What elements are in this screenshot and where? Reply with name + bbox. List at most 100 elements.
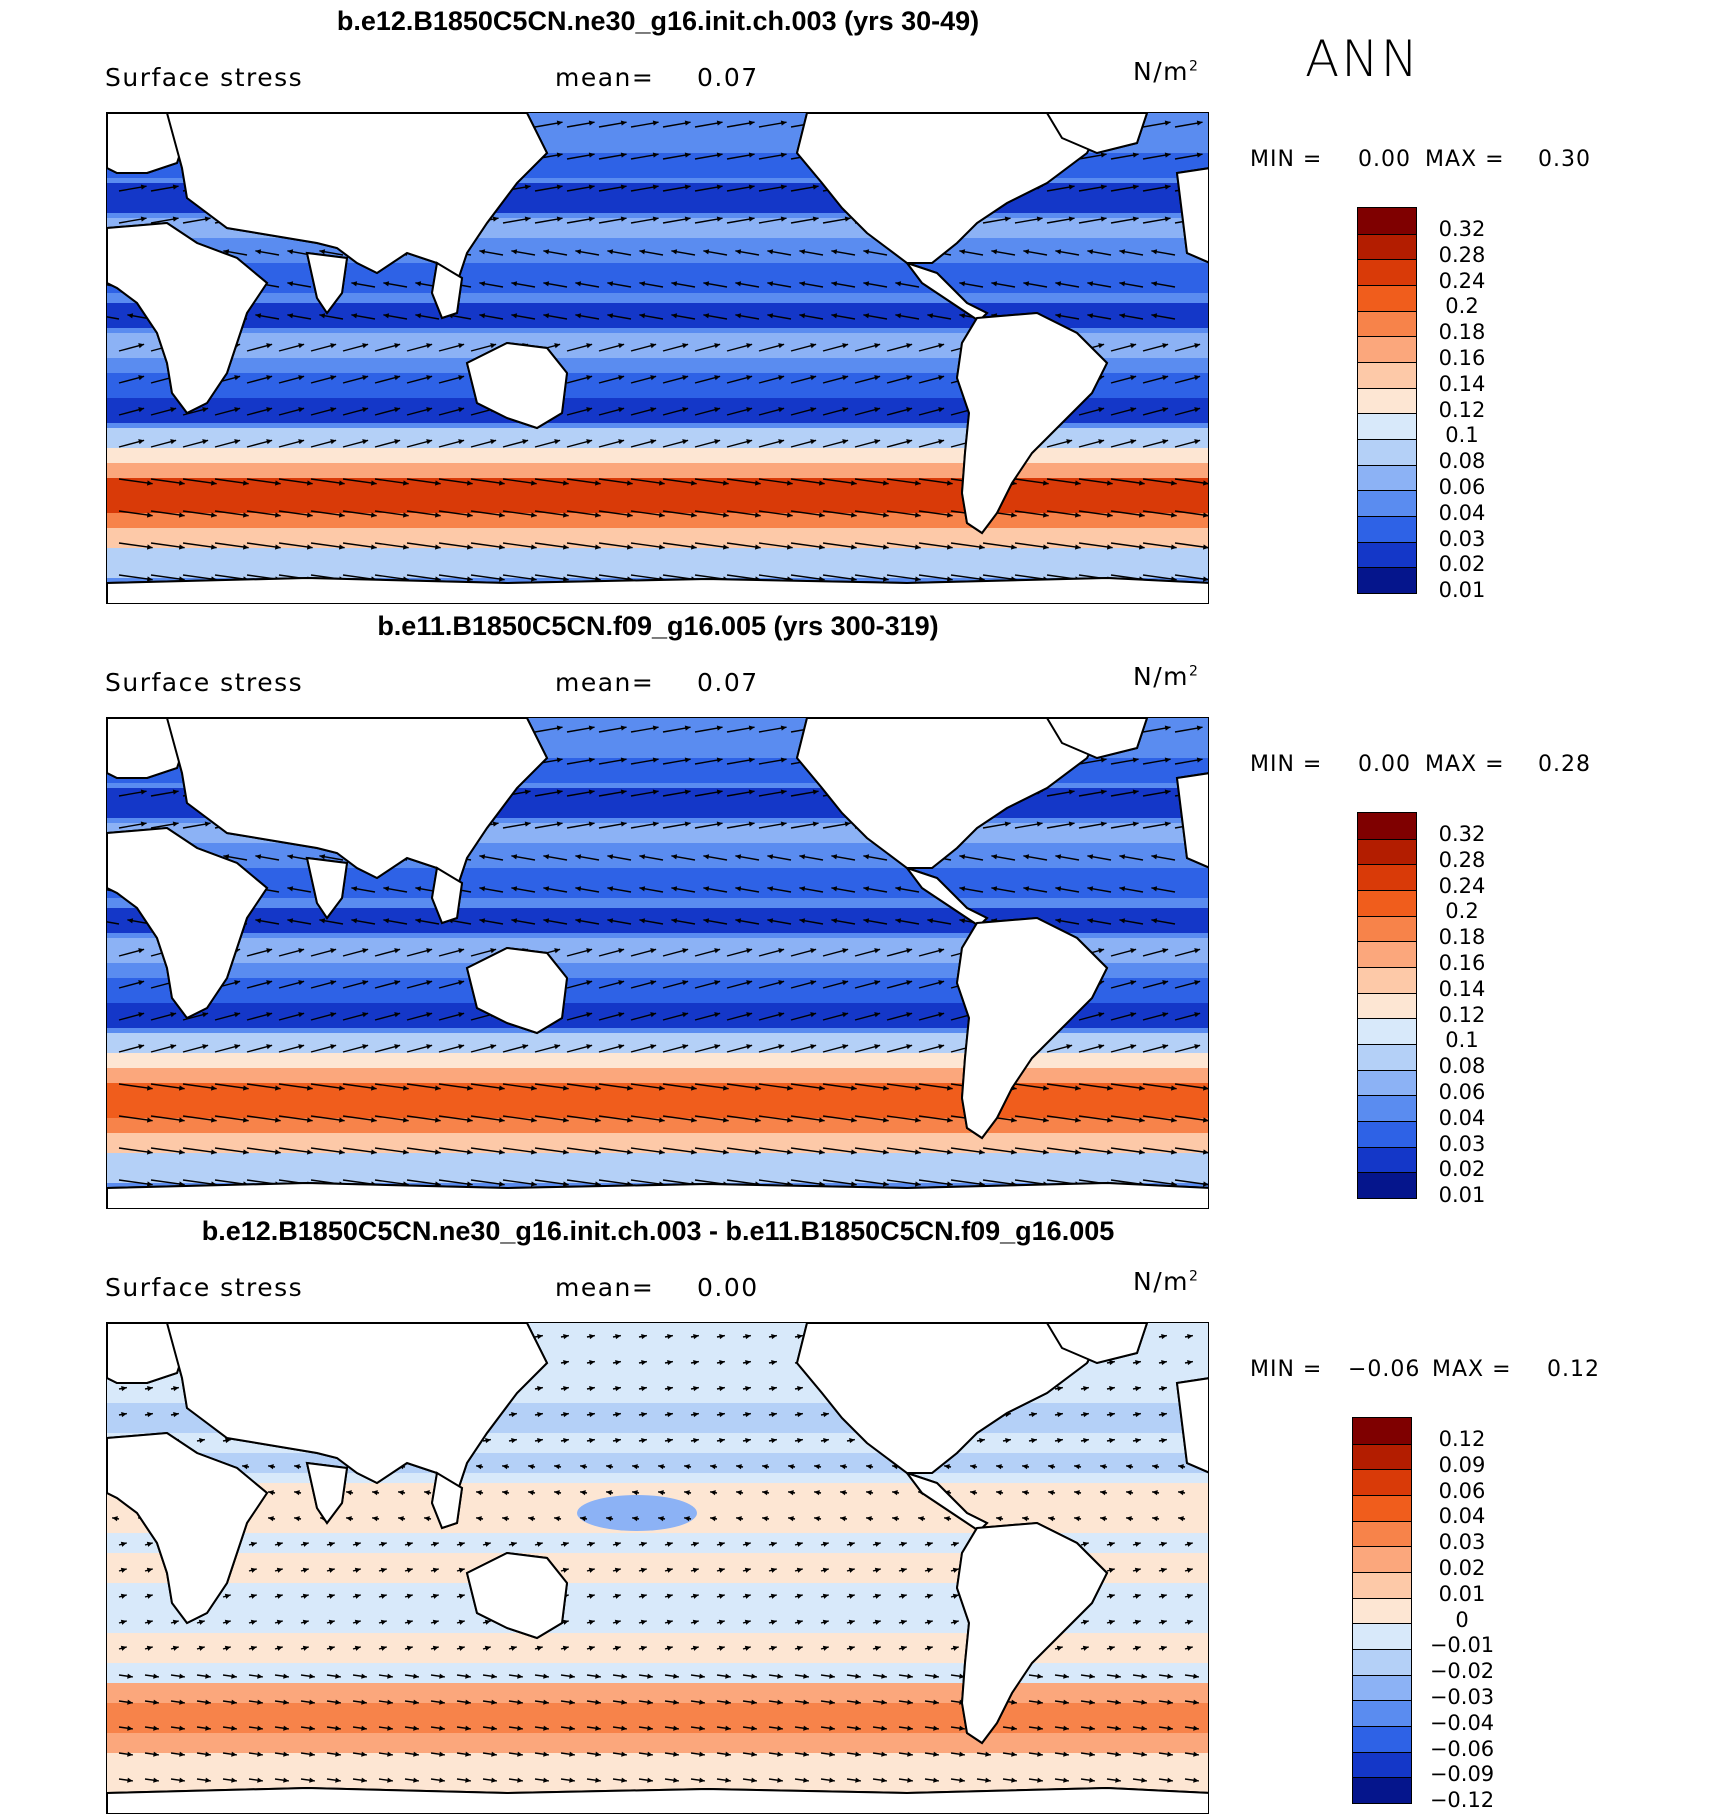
wind-arrow-head [748,789,755,795]
wind-arrow-head [424,1516,430,1522]
continent-outline [430,1471,464,1530]
continent-outline [165,1323,549,1495]
panel-2-mean-label: mean= [555,668,655,697]
wind-arrow [758,1115,793,1122]
wind-arrow-head [1141,1699,1147,1705]
wind-arrow-head [803,1777,809,1783]
wind-arrow-head [607,313,614,319]
wind-arrow-head [536,1541,543,1547]
wind-arrow [118,1179,153,1186]
wind-arrow [566,542,601,549]
wind-arrow-head [588,184,595,190]
wind-arrow-head [818,1149,825,1155]
wind-arrow-head [874,1619,881,1625]
wind-arrow-head [710,1464,716,1470]
wind-arrow-head [614,1567,621,1573]
wind-arrow-head [799,918,806,924]
panel-2-units: N/m2 [1133,662,1200,691]
wind-arrow-head [692,1567,699,1573]
wind-arrow-head [900,1567,907,1573]
wind-arrow-head [796,1541,803,1547]
wind-arrow [662,1147,697,1154]
colorbar-tick-label: 0.01 [1438,1183,1486,1208]
wind-arrow-head [153,1725,159,1731]
wind-arrow-head [330,1044,337,1050]
wind-arrow-head [127,1777,133,1783]
wind-arrow-head [606,1516,612,1522]
wind-arrow-head [294,1490,300,1496]
wind-arrow-head [1004,216,1011,222]
wind-arrow-head [1164,152,1171,158]
wind-arrow-head [641,1437,647,1444]
wind-arrow-head [692,1619,699,1625]
wind-arrow-head [510,1541,517,1547]
wind-arrow-head [650,1012,657,1018]
panel-2-map [106,717,1209,1209]
wind-arrow-head [543,1699,549,1705]
wind-arrow-head [1196,152,1203,158]
wind-arrow-head [1202,1117,1208,1123]
wind-arrow [246,510,281,517]
colorbar-segment [1358,310,1416,337]
wind-arrow [918,1083,953,1090]
wind-arrow-head [621,1725,627,1731]
wind-arrow-head [1170,1149,1177,1155]
wind-arrow-head [985,1777,991,1783]
wind-arrow-head [242,480,249,486]
colorbar-tick-label: 0.06 [1438,475,1486,499]
wind-arrow-head [710,1516,716,1522]
wind-arrow-head [1036,216,1043,222]
wind-arrow-head [255,313,262,319]
wind-arrow-head [840,1464,846,1470]
wind-arrow-head [780,216,787,222]
wind-arrow-head [1068,216,1075,222]
colorbar-segment [1353,1546,1411,1572]
wind-arrow-head [210,544,217,550]
wind-arrow-head [751,1751,757,1757]
colorbar-segment [1358,813,1416,839]
continent-outline [107,221,269,415]
wind-arrow-head [1108,1567,1115,1573]
colorbar-segment [1358,387,1416,414]
continent-outline [955,311,1109,535]
wind-arrow-head [822,1593,829,1599]
wind-arrow-head [569,1725,575,1731]
wind-arrow [790,1083,825,1090]
wind-arrow-head [748,757,755,763]
wind-arrow-head [744,1593,751,1599]
panel-2-colorbar-labels: 0.32 0.28 0.24 0.2 0.18 0.16 0.14 0.12 0.1 0.08 0.… [1422,812,1502,1207]
colorbar-tick-label: 0.1 [1445,423,1479,448]
wind-arrow-head [684,725,691,731]
wind-arrow [534,1179,569,1186]
wind-arrow-head [746,439,753,445]
wind-arrow-head [1193,1699,1199,1705]
wind-arrow-head [1167,1751,1173,1757]
wind-arrow-head [771,1333,777,1340]
wind-arrow-head [517,1699,523,1705]
wind-arrow-head [810,980,817,986]
wind-arrow [246,478,281,485]
wind-arrow-head [234,407,241,413]
wind-arrow-head [562,576,569,582]
wind-arrow-head [767,249,774,255]
wind-arrow-head [242,1117,249,1123]
wind-arrow-head [138,1012,145,1018]
wind-arrow-head [767,886,774,892]
wind-arrow-head [1037,1751,1043,1757]
wind-arrow-head [914,544,921,550]
wind-arrow-head [250,1567,257,1573]
wind-arrow-head [719,1333,725,1340]
wind-arrow-head [823,1411,829,1418]
wind-arrow-head [1162,407,1169,413]
wind-arrow [1014,478,1049,485]
wind-arrow-head [234,1012,241,1018]
wind-arrow-head [569,1699,575,1705]
wind-arrow [790,542,825,549]
wind-arrow-head [938,1044,945,1050]
colorbar-segment [1353,1648,1411,1675]
wind-arrow-head [530,480,537,486]
wind-arrow-head [892,1516,898,1522]
wind-arrow-head [511,313,518,319]
wind-arrow [182,1147,217,1154]
colorbar-tick-label: −0.01 [1429,1633,1495,1658]
